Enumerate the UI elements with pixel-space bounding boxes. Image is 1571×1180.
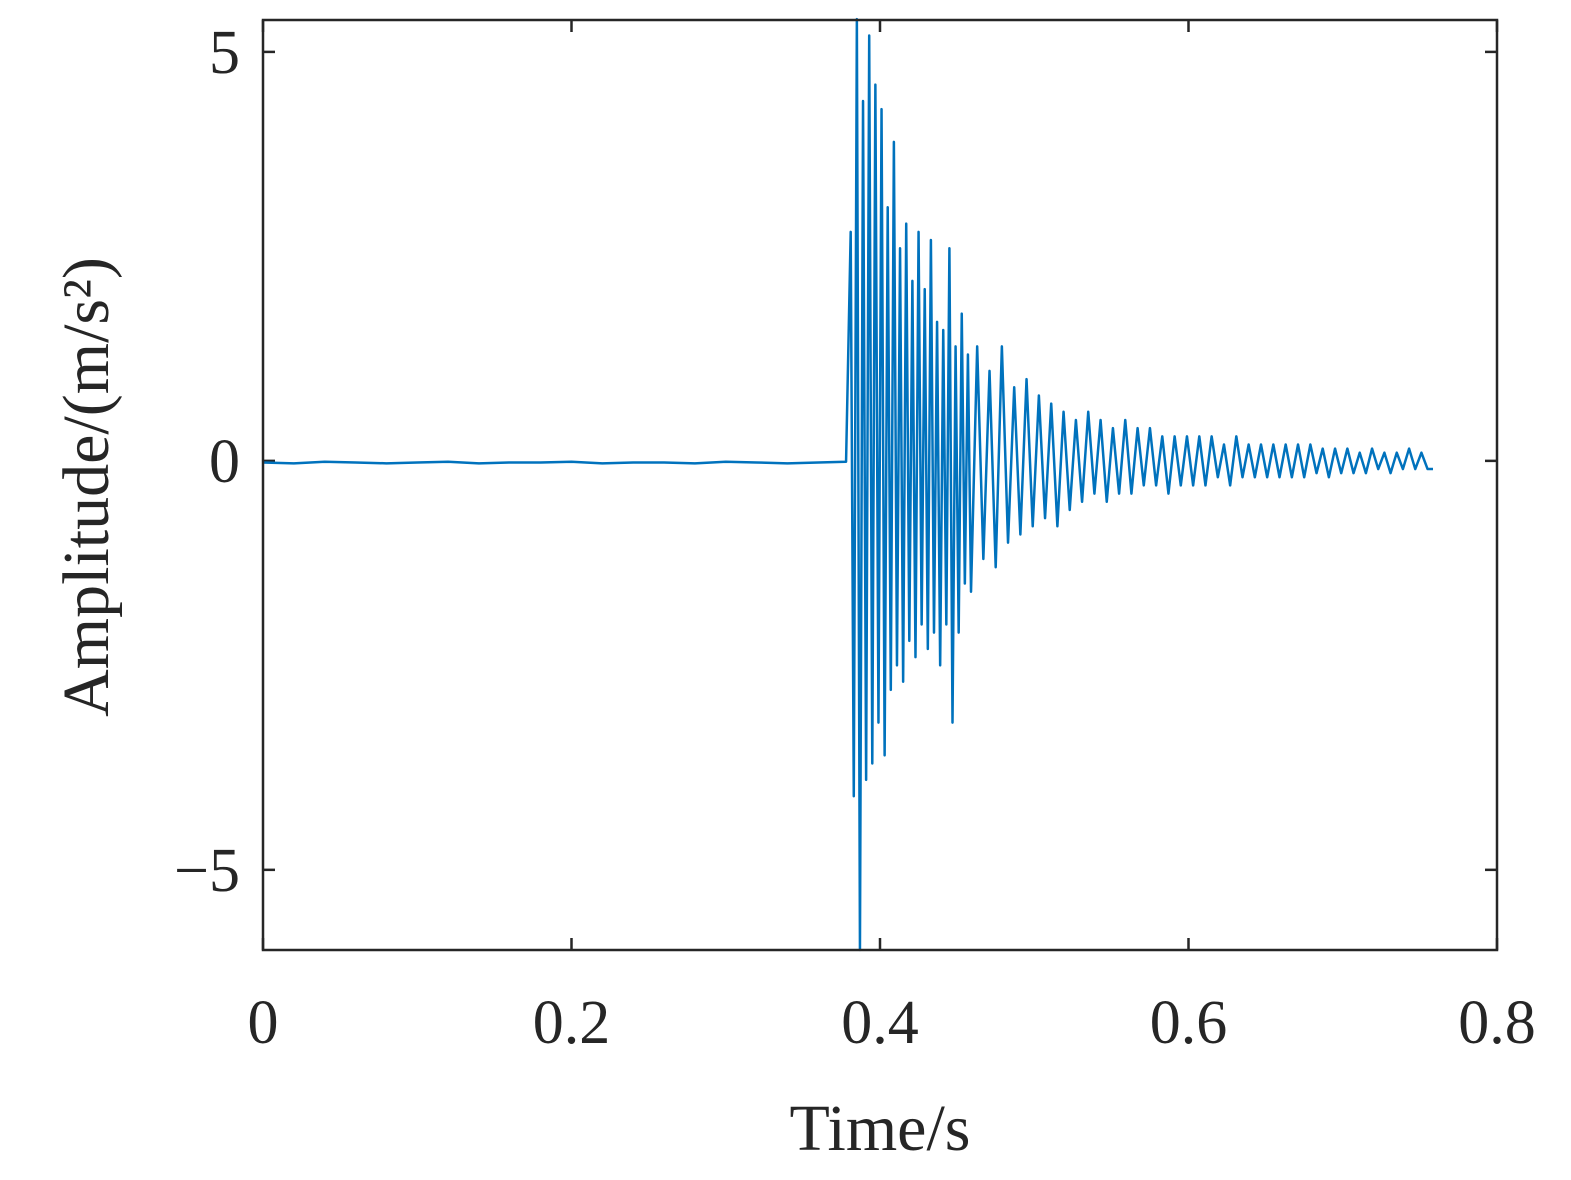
x-tick-label: 0.2 [533,989,611,1057]
x-tick-label: 0.8 [1458,989,1536,1057]
y-tick-label: −5 [174,837,240,905]
y-axis-label: Amplitude/(m/s²) [50,257,123,717]
y-tick-label: 5 [209,19,240,87]
x-tick-label: 0.4 [841,989,919,1057]
plot-frame [261,18,1499,952]
x-tick-label: 0.6 [1150,989,1228,1057]
x-tick-label: 0 [248,989,279,1057]
y-tick-label: 0 [209,428,240,496]
signal-line [262,17,1433,952]
x-axis-label: Time/s [790,1092,971,1165]
